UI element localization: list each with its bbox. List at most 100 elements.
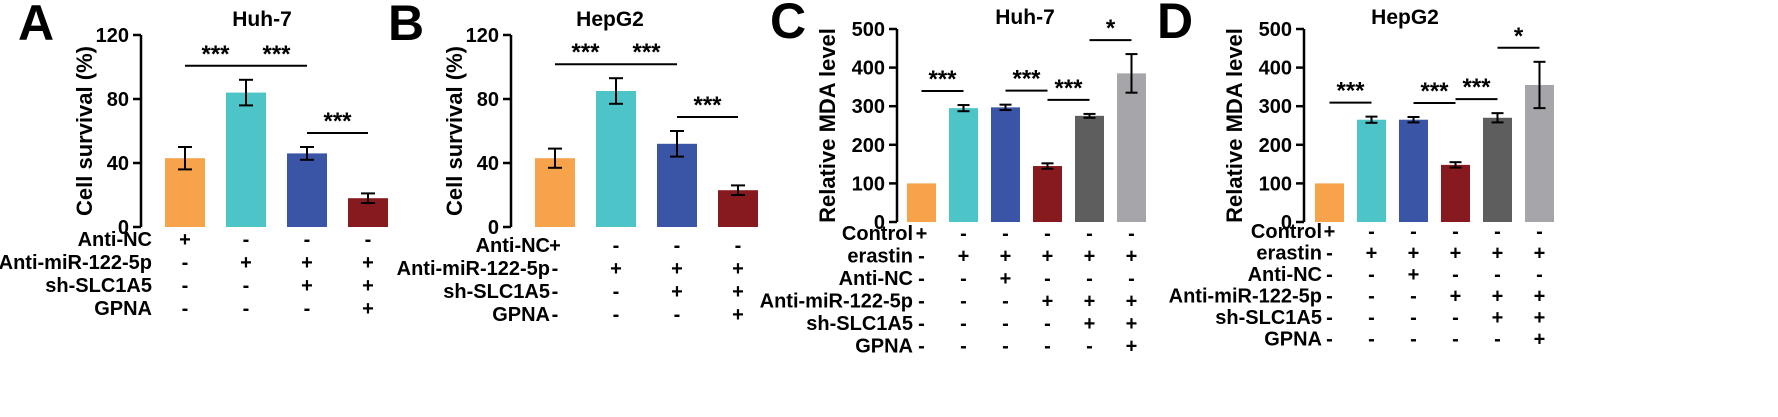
treatment-sign: - [552,304,559,326]
treatment-sign: - [552,281,559,303]
treatment-sign: - [1368,329,1375,351]
treatment-sign: + [1042,291,1054,313]
treatment-sign: - [1494,264,1501,286]
y-tick-label: 100 [852,173,885,195]
treatment-sign: - [1368,264,1375,286]
treatment-sign: - [918,291,925,313]
treatment-sign: - [960,313,967,335]
treatment-sign: - [304,229,311,251]
bar [1441,164,1470,222]
treatment-sign: + [240,252,252,274]
treatment-row-label: erastin [1256,243,1322,265]
treatment-sign: - [1368,286,1375,308]
treatment-sign: - [918,246,925,268]
treatment-sign: - [365,229,372,251]
treatment-row-label: Control [1251,221,1322,243]
y-tick-label: 80 [107,89,129,111]
y-tick-label: 400 [852,58,885,80]
treatment-sign: + [1324,221,1336,243]
y-axis-label: Cell survival (%) [72,46,97,216]
significance-label: *** [693,92,722,119]
treatment-sign: - [1452,264,1459,286]
treatment-sign: - [1536,264,1543,286]
treatment-sign: - [1044,268,1051,290]
treatment-sign: - [1410,286,1417,308]
treatment-row-label: Anti-NC [839,268,913,290]
treatment-sign: - [1536,221,1543,243]
chart-title: Huh-7 [232,8,292,31]
treatment-sign: - [1044,336,1051,358]
y-tick-label: 80 [477,89,499,111]
bar [991,107,1020,222]
treatment-sign: - [1002,336,1009,358]
treatment-row-label: Anti-miR-122-5p [397,258,550,280]
significance-label: *** [201,41,230,68]
treatment-sign: - [674,304,681,326]
treatment-sign: - [1326,286,1333,308]
treatment-sign: - [1128,268,1135,290]
y-tick-label: 300 [852,96,885,118]
bar [1357,119,1386,222]
treatment-sign: + [1492,286,1504,308]
bar [718,190,758,227]
significance-label: *** [571,39,600,66]
treatment-sign: + [301,252,313,274]
significance-label: * [1514,23,1524,50]
treatment-row-label: sh-SLC1A5 [806,313,913,335]
treatment-sign: + [362,298,374,320]
treatment-sign: - [674,235,681,257]
y-tick-label: 200 [852,135,885,157]
bar [1483,117,1512,222]
treatment-sign: - [1410,329,1417,351]
treatment-row-label: Anti-NC [78,229,152,251]
treatment-sign: - [1326,243,1333,265]
significance-label: *** [323,108,352,135]
treatment-sign: - [1326,264,1333,286]
treatment-sign: + [732,304,744,326]
treatment-sign: + [671,281,683,303]
treatment-sign: + [301,275,313,297]
treatment-sign: - [1326,307,1333,329]
treatment-sign: + [1084,291,1096,313]
chart-title: Huh-7 [995,6,1055,29]
y-tick-label: 40 [477,153,499,175]
treatment-row-label: Anti-miR-122-5p [760,291,913,313]
treatment-sign: + [1366,243,1378,265]
bar [907,183,936,222]
bar [657,143,697,227]
treatment-sign: - [1368,221,1375,243]
bar [1315,183,1344,222]
treatment-row-label: Anti-miR-122-5p [1169,286,1322,308]
treatment-sign: - [918,336,925,358]
significance-label: *** [1012,66,1041,93]
treatment-sign: - [243,229,250,251]
panel-letter: A [18,0,54,51]
treatment-sign: - [918,313,925,335]
chart-title: HepG2 [576,8,644,31]
treatment-row-label: GPNA [855,336,913,358]
treatment-sign: - [304,298,311,320]
treatment-sign: + [1492,243,1504,265]
treatment-sign: - [1368,307,1375,329]
treatment-sign: + [916,223,928,245]
treatment-sign: - [918,268,925,290]
treatment-sign: - [1494,329,1501,351]
y-tick-label: 0 [118,217,129,239]
treatment-sign: - [1452,307,1459,329]
treatment-sign: + [1534,286,1546,308]
y-axis-label: Relative MDA level [815,28,840,223]
y-axis-label: Cell survival (%) [442,46,467,216]
treatment-sign: + [1126,313,1138,335]
significance-label: *** [1054,75,1083,102]
bar [596,91,636,227]
treatment-sign: + [1408,243,1420,265]
treatment-sign: - [735,235,742,257]
y-tick-label: 100 [1259,173,1292,195]
treatment-sign: + [1126,291,1138,313]
y-tick-label: 0 [874,212,885,234]
treatment-sign: - [243,298,250,320]
treatment-sign: - [613,235,620,257]
significance-label: *** [632,39,661,66]
treatment-sign: - [960,268,967,290]
treatment-sign: - [1002,223,1009,245]
